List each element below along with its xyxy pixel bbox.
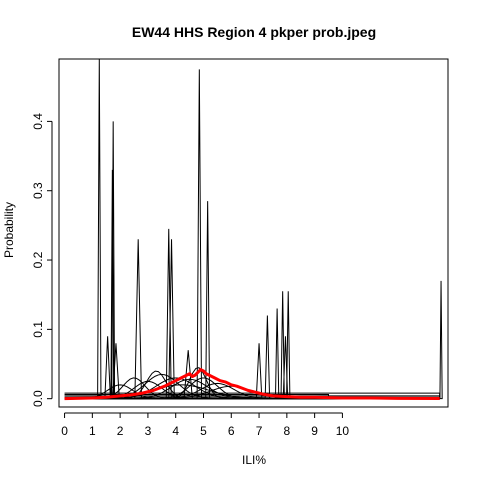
y-axis: 0.0 0.1 0.2 0.3 0.4 <box>31 113 53 407</box>
y-axis-label: Probability <box>2 202 16 258</box>
x-tick-label: 4 <box>172 424 179 438</box>
y-tick-label: 0.3 <box>31 182 45 199</box>
y-tick-label: 0.4 <box>31 113 45 130</box>
x-axis: 0 1 2 3 4 5 6 7 8 9 10 <box>61 412 350 438</box>
y-tick-label: 0.1 <box>31 321 45 338</box>
x-tick-label: 8 <box>283 424 290 438</box>
chart-title: EW44 HHS Region 4 pkper prob.jpeg <box>132 24 376 40</box>
x-tick-label: 9 <box>311 424 318 438</box>
x-tick-label: 6 <box>228 424 235 438</box>
x-axis-label: ILI% <box>242 453 266 467</box>
x-tick-label: 7 <box>256 424 263 438</box>
x-tick-label: 5 <box>200 424 207 438</box>
y-tick-label: 0.0 <box>31 390 45 407</box>
x-tick-label: 0 <box>61 424 68 438</box>
x-tick-label: 1 <box>89 424 96 438</box>
mean-curve <box>64 368 440 401</box>
mean-line-group <box>64 368 440 401</box>
y-tick-label: 0.2 <box>31 251 45 268</box>
x-tick-label: 10 <box>336 424 350 438</box>
plot-frame <box>58 58 449 408</box>
x-tick-label: 2 <box>117 424 124 438</box>
x-tick-label: 3 <box>145 424 152 438</box>
